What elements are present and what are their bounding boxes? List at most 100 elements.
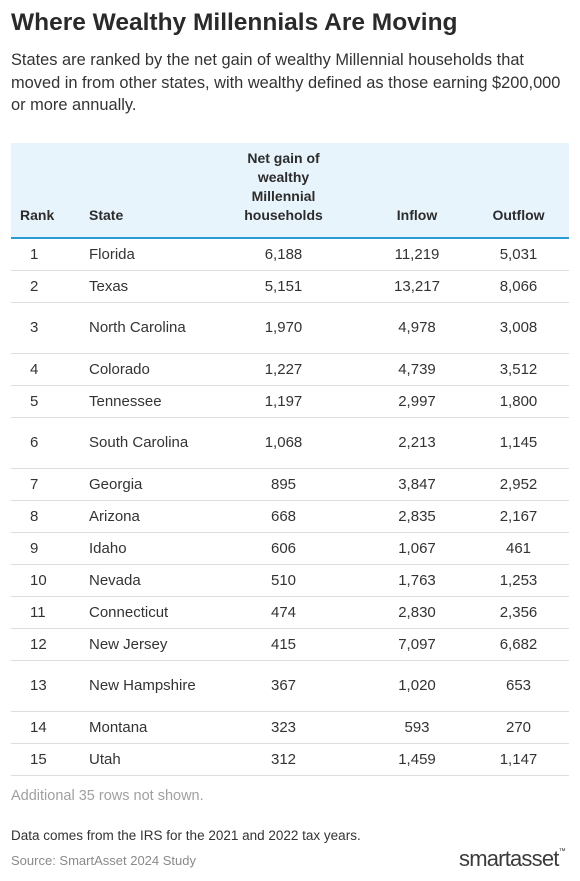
inflow-cell: 4,978	[398, 319, 436, 336]
rank-cell: 8	[30, 507, 39, 525]
rank-cell: 14	[30, 718, 47, 736]
rank-cell: 11	[30, 603, 46, 621]
more-rows-note: Additional 35 rows not shown.	[11, 788, 204, 804]
table-row: 3 North Carolina 1,970 4,978 3,008	[11, 302, 569, 353]
state-cell: Texas	[89, 277, 129, 295]
outflow-cell: 2,167	[499, 507, 538, 525]
outflow-cell: 653	[505, 677, 532, 694]
outflow-cell: 3,008	[499, 319, 538, 336]
logo-trademark: ™	[558, 848, 566, 855]
inflow-cell: 1,763	[398, 571, 436, 589]
table-body: 1 Florida 6,188 11,219 5,031 2 Texas 5,151 13,21…	[11, 238, 569, 775]
column-header-state: State	[89, 143, 201, 239]
data-table: Rank State Net gain of wealthy Millennia…	[11, 143, 569, 776]
inflow-cell: 13,217	[394, 277, 440, 295]
data-note: Data comes from the IRS for the 2021 and…	[11, 828, 361, 843]
state-cell: Connecticut	[89, 603, 169, 621]
rank-cell: 10	[30, 571, 47, 589]
table-header: Rank State Net gain of wealthy Millennia…	[11, 143, 569, 239]
state-cell: North Carolina	[89, 319, 186, 336]
outflow-cell: 1,253	[499, 571, 538, 589]
column-header-rank: Rank	[11, 143, 89, 239]
table-row: 13 New Hampshire 367 1,020 653	[11, 660, 569, 711]
rank-cell: 9	[30, 539, 39, 557]
state-cell: Colorado	[89, 360, 150, 378]
rank-cell: 13	[30, 677, 47, 694]
net-gain-cell: 606	[270, 539, 297, 557]
outflow-cell: 1,147	[499, 750, 538, 768]
rank-cell: 12	[30, 635, 47, 653]
net-gain-cell: 367	[270, 677, 297, 694]
state-cell: Tennessee	[89, 392, 162, 410]
outflow-cell: 1,145	[499, 434, 538, 451]
net-gain-cell: 5,151	[264, 277, 303, 295]
inflow-cell: 4,739	[398, 360, 436, 378]
outflow-cell: 2,356	[499, 603, 538, 621]
state-cell: Montana	[89, 718, 148, 736]
inflow-cell: 1,067	[398, 539, 436, 557]
inflow-cell: 2,213	[398, 434, 436, 451]
table-row: 6 South Carolina 1,068 2,213 1,145	[11, 417, 569, 468]
outflow-cell: 6,682	[499, 635, 538, 653]
page-title: Where Wealthy Millennials Are Moving	[11, 9, 458, 36]
net-gain-cell: 312	[270, 750, 297, 768]
net-gain-cell: 1,197	[264, 392, 303, 410]
outflow-cell: 2,952	[499, 475, 538, 493]
inflow-cell: 7,097	[398, 635, 436, 653]
inflow-cell: 593	[404, 718, 430, 736]
rank-cell: 5	[30, 392, 39, 410]
inflow-cell: 3,847	[398, 475, 436, 493]
net-gain-cell: 668	[270, 507, 297, 525]
net-gain-cell: 1,227	[264, 360, 303, 378]
net-gain-cell: 1,970	[264, 319, 303, 336]
table-row: 5 Tennessee 1,197 2,997 1,800	[11, 385, 569, 417]
rank-cell: 15	[30, 750, 47, 768]
net-gain-cell: 1,068	[264, 434, 303, 451]
net-gain-cell: 415	[270, 635, 297, 653]
table-row: 1 Florida 6,188 11,219 5,031	[11, 238, 569, 270]
state-cell: Georgia	[89, 475, 143, 493]
logo-wordmark: smartasset	[459, 846, 559, 871]
inflow-cell: 2,997	[398, 392, 436, 410]
net-gain-cell: 323	[270, 718, 297, 736]
outflow-cell: 270	[505, 718, 532, 736]
state-cell: Nevada	[89, 571, 141, 589]
table-row: 8 Arizona 668 2,835 2,167	[11, 500, 569, 532]
source-credit: Source: SmartAsset 2024 Study	[11, 853, 196, 868]
outflow-cell: 3,512	[499, 360, 538, 378]
net-gain-cell: 510	[270, 571, 297, 589]
table-row: 2 Texas 5,151 13,217 8,066	[11, 270, 569, 302]
rank-cell: 1	[30, 245, 39, 263]
table-row: 4 Colorado 1,227 4,739 3,512	[11, 353, 569, 385]
state-cell: New Jersey	[89, 635, 168, 653]
table-row: 10 Nevada 510 1,763 1,253	[11, 564, 569, 596]
state-cell: South Carolina	[89, 434, 189, 451]
inflow-cell: 1,020	[398, 677, 436, 694]
state-cell: Idaho	[89, 539, 127, 557]
outflow-cell: 461	[505, 539, 532, 557]
inflow-cell: 11,219	[394, 245, 440, 263]
column-header-net-gain: Net gain of wealthy Millennial household…	[201, 143, 366, 239]
table-row: 12 New Jersey 415 7,097 6,682	[11, 628, 569, 660]
table-row: 11 Connecticut 474 2,830 2,356	[11, 596, 569, 628]
table-row: 15 Utah 312 1,459 1,147	[11, 743, 569, 775]
rank-cell: 3	[30, 319, 39, 336]
rank-cell: 2	[30, 277, 39, 295]
outflow-cell: 1,800	[499, 392, 538, 410]
outflow-cell: 8,066	[499, 277, 538, 295]
rank-cell: 6	[30, 434, 39, 451]
state-cell: Utah	[89, 750, 121, 768]
column-header-net-gain-text: Net gain of wealthy Millennial household…	[244, 150, 323, 223]
outflow-cell: 5,031	[499, 245, 538, 263]
smartasset-logo: smartasset™	[459, 846, 566, 872]
inflow-cell: 2,835	[398, 507, 436, 525]
inflow-cell: 1,459	[398, 750, 436, 768]
rank-cell: 7	[30, 475, 39, 493]
data-table-container: Rank State Net gain of wealthy Millennia…	[11, 143, 569, 776]
state-cell: Florida	[89, 245, 135, 263]
net-gain-cell: 895	[270, 475, 297, 493]
inflow-cell: 2,830	[398, 603, 436, 621]
net-gain-cell: 6,188	[264, 245, 303, 263]
table-header-row: Rank State Net gain of wealthy Millennia…	[11, 143, 569, 239]
table-row: 14 Montana 323 593 270	[11, 711, 569, 743]
